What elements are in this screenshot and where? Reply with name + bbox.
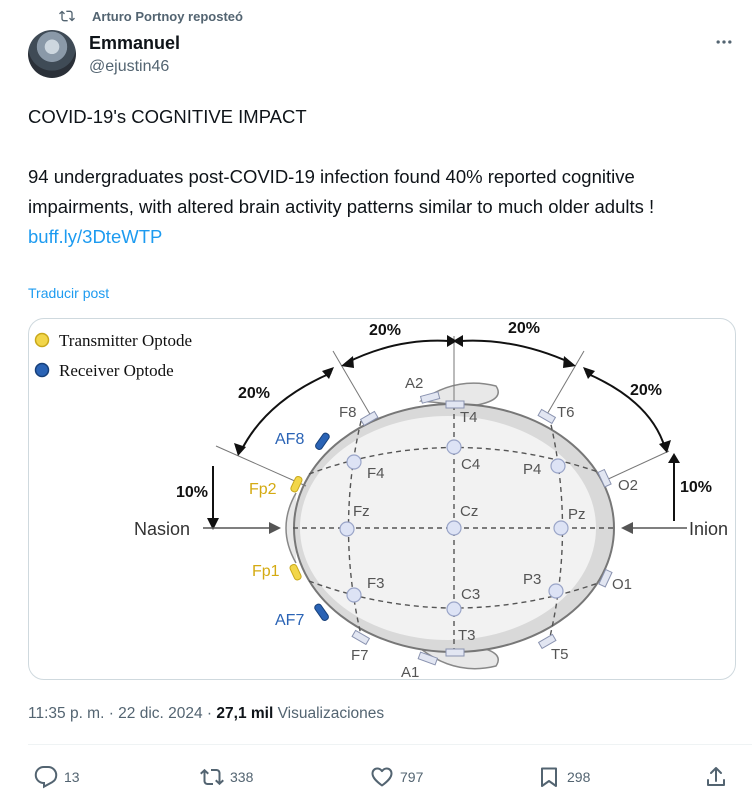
more-icon [716, 40, 732, 44]
views-count: 27,1 mil [216, 705, 274, 722]
perimeter-electrodes [351, 391, 613, 666]
bookmark-icon [541, 767, 557, 787]
more-button[interactable] [712, 30, 736, 54]
repost-count: 338 [230, 769, 254, 785]
like-count: 797 [400, 769, 424, 785]
label-t4: T4 [460, 409, 478, 426]
label-f8: F8 [339, 404, 357, 421]
label-af8: AF8 [275, 431, 304, 448]
share-button[interactable] [704, 762, 734, 792]
label-t3: T3 [458, 627, 476, 644]
bookmark-count: 298 [567, 769, 591, 785]
label-inion: Inion [689, 519, 728, 539]
percent-upper-right: 20% [630, 382, 662, 399]
label-c4: C4 [461, 456, 480, 473]
eeg-diagram: Transmitter Optode Receiver Optode [34, 320, 728, 679]
reply-button[interactable]: 13 [34, 762, 80, 792]
label-p3: P3 [523, 571, 541, 588]
label-f3: F3 [367, 575, 385, 592]
guide-lines [215, 336, 670, 487]
af7-receiver [314, 603, 329, 621]
repost-icon [59, 10, 75, 22]
label-nasion: Nasion [134, 519, 190, 539]
percent-top-right: 20% [508, 320, 540, 337]
nose [285, 492, 297, 564]
label-p4: P4 [523, 461, 541, 478]
action-bar: 13 338 797 298 [28, 762, 738, 792]
avatar[interactable] [28, 30, 76, 78]
label-pz: Pz [568, 506, 586, 523]
author-handle[interactable]: @ejustin46 [89, 58, 170, 75]
label-cz: Cz [460, 503, 478, 520]
heart-icon [371, 767, 393, 787]
repost-text: Arturo Portnoy reposteó [92, 8, 243, 24]
fp1-transmitter [289, 563, 302, 581]
tweet-body: 94 undergraduates post-COVID-19 infectio… [28, 166, 655, 217]
legend-transmitter: Transmitter Optode [59, 331, 192, 350]
percent-top-left: 20% [369, 322, 401, 339]
tweet-headline: COVID-19's COGNITIVE IMPACT [28, 106, 307, 127]
like-button[interactable]: 797 [370, 762, 423, 792]
retweet-icon [200, 768, 224, 786]
label-o2: O2 [618, 477, 638, 494]
label-o1: O1 [612, 576, 632, 593]
label-f4: F4 [367, 465, 385, 482]
fp2-transmitter [290, 475, 303, 493]
tweet-text: COVID-19's COGNITIVE IMPACT 94 undergrad… [28, 102, 728, 252]
label-a1: A1 [401, 664, 419, 679]
percent-upper-left: 20% [238, 385, 270, 402]
electrode-points [339, 439, 569, 617]
label-fp1: Fp1 [252, 563, 280, 580]
reply-icon [34, 766, 58, 789]
repost-button[interactable]: 338 [200, 762, 253, 792]
af8-receiver [315, 432, 330, 450]
divider [28, 744, 752, 745]
label-fp2: Fp2 [249, 481, 277, 498]
ear-top [418, 382, 499, 407]
legend-receiver: Receiver Optode [59, 361, 174, 380]
media-image[interactable]: Transmitter Optode Receiver Optode [28, 318, 736, 680]
label-t5: T5 [551, 646, 569, 663]
arrow-heads [207, 335, 680, 530]
label-f7: F7 [351, 647, 369, 664]
bookmark-button[interactable]: 298 [537, 762, 590, 792]
views-label: Visualizaciones [273, 705, 385, 722]
timestamp[interactable]: 11:35 p. m. · 22 dic. 2024 · [28, 705, 217, 722]
transmitter-legend-icon [34, 332, 50, 348]
repost-header[interactable]: Arturo Portnoy reposteó [56, 6, 243, 26]
share-icon [707, 767, 725, 786]
measure-arrows [212, 339, 675, 521]
label-fz: Fz [353, 503, 370, 520]
label-af7: AF7 [275, 612, 304, 629]
author-name[interactable]: Emmanuel [89, 33, 181, 53]
tweet-meta: 11:35 p. m. · 22 dic. 2024 · 27,1 mil Vi… [28, 705, 384, 723]
translate-link[interactable]: Traducir post [28, 285, 110, 301]
percent-right: 10% [680, 479, 712, 496]
label-a2: A2 [405, 375, 423, 392]
receiver-legend-icon [34, 362, 50, 378]
label-c3: C3 [461, 586, 480, 603]
percent-left: 10% [176, 484, 208, 501]
tweet-link[interactable]: buff.ly/3DteWTP [28, 226, 163, 247]
label-t6: T6 [557, 404, 575, 421]
reply-count: 13 [64, 769, 80, 785]
